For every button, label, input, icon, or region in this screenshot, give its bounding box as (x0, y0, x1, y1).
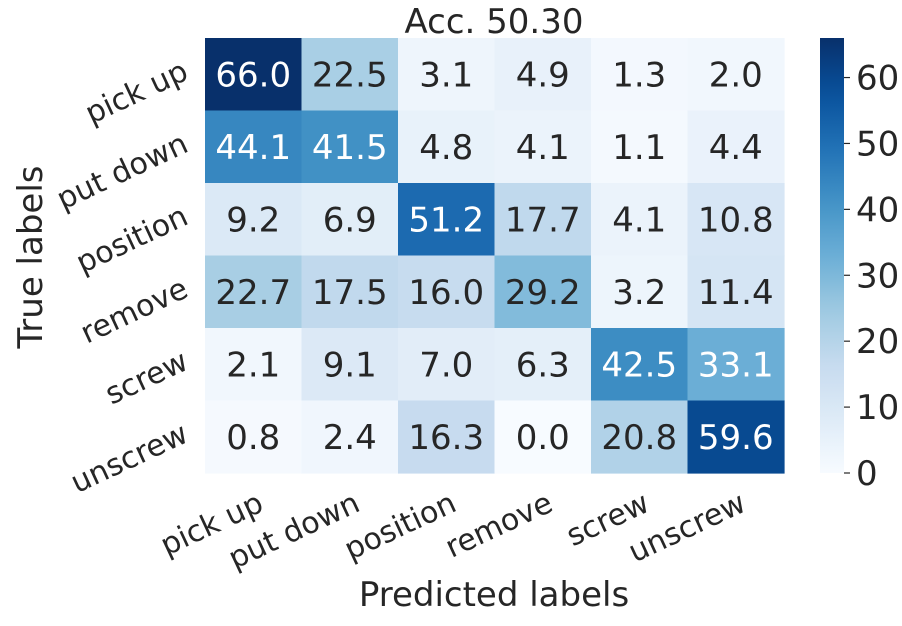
cell-value-label: 2.4 (323, 418, 377, 458)
heatmap-cell (205, 183, 303, 257)
heatmap-cell (398, 183, 496, 257)
heatmap-cell (301, 328, 399, 402)
heatmap-cell (301, 255, 399, 329)
cell-value-label: 6.3 (516, 345, 570, 385)
heatmap-cell (591, 328, 689, 402)
colorbar-tick-label: 10 (856, 388, 899, 428)
colorbar-tick-labels: 0 10 20 30 40 50 60 (844, 59, 899, 494)
cell-value-label: 66.0 (215, 55, 291, 95)
colorbar (820, 38, 844, 473)
heatmap-cell (301, 400, 399, 474)
cell-value-label: 51.2 (408, 200, 484, 240)
y-tick-label: remove (75, 271, 193, 351)
cell-value-label: 16.3 (408, 418, 484, 458)
cell-value-label: 29.2 (505, 273, 581, 313)
heatmap-cell (205, 255, 303, 329)
cell-value-label: 4.1 (516, 128, 570, 168)
cell-value-label: 0.0 (516, 418, 570, 458)
heatmap-cell (591, 38, 689, 112)
heatmap-cell (591, 110, 689, 184)
y-tick-label: unscrew (65, 416, 193, 500)
heatmap-cell-labels: 66.0 22.5 3.1 4.9 1.3 2.0 44.1 41.5 4.8 4.1 1.1 4.4… (215, 55, 773, 458)
heatmap-cell (494, 110, 592, 184)
x-tick-label: remove (440, 486, 558, 566)
heatmap-cell (398, 400, 496, 474)
colorbar-tick-label: 60 (856, 59, 899, 99)
cell-value-label: 41.5 (312, 128, 388, 168)
cell-value-label: 4.9 (516, 55, 570, 95)
heatmap-cell (494, 328, 592, 402)
cell-value-label: 6.9 (323, 200, 377, 240)
y-tick-label: position (71, 199, 193, 281)
heatmap-cells (205, 38, 785, 474)
cell-value-label: 3.1 (419, 55, 473, 95)
heatmap-cell (398, 38, 496, 112)
heatmap-cell (301, 38, 399, 112)
cell-value-label: 7.0 (419, 345, 473, 385)
cell-value-label: 9.1 (323, 345, 377, 385)
heatmap-cell (494, 255, 592, 329)
cell-value-label: 4.1 (612, 200, 666, 240)
heatmap-cell (301, 183, 399, 257)
heatmap-cell (205, 38, 303, 112)
heatmap-cell (591, 255, 689, 329)
cell-value-label: 2.1 (226, 345, 280, 385)
heatmap-cell (205, 328, 303, 402)
cell-value-label: 59.6 (698, 418, 774, 458)
colorbar-tick-label: 40 (856, 190, 899, 230)
chart-title: Acc. 50.30 (405, 2, 584, 42)
cell-value-label: 44.1 (215, 128, 291, 168)
colorbar-tick-label: 0 (856, 454, 878, 494)
heatmap-cell (687, 400, 785, 474)
cell-value-label: 16.0 (408, 273, 484, 313)
colorbar-tick-label: 50 (856, 124, 899, 164)
x-axis-label: Predicted labels (359, 575, 629, 615)
cell-value-label: 11.4 (698, 273, 774, 313)
heatmap-cell (494, 38, 592, 112)
heatmap-cell (205, 110, 303, 184)
heatmap-cell (494, 183, 592, 257)
heatmap-cell (687, 328, 785, 402)
cell-value-label: 1.1 (612, 128, 666, 168)
heatmap-cell (687, 110, 785, 184)
heatmap-cell (301, 110, 399, 184)
heatmap-cell (398, 328, 496, 402)
y-tick-label: screw (100, 344, 193, 412)
heatmap-cell (398, 110, 496, 184)
cell-value-label: 42.5 (601, 345, 677, 385)
y-axis-label: True labels (11, 166, 51, 350)
y-tick-label: pick up (80, 54, 193, 132)
cell-value-label: 33.1 (698, 345, 774, 385)
cell-value-label: 0.8 (226, 418, 280, 458)
cell-value-label: 17.5 (312, 273, 388, 313)
heatmap-cell (687, 183, 785, 257)
cell-value-label: 4.4 (709, 128, 763, 168)
heatmap-cell (205, 400, 303, 474)
cell-value-label: 22.7 (215, 273, 291, 313)
heatmap-cell (494, 400, 592, 474)
cell-value-label: 17.7 (505, 200, 581, 240)
cell-value-label: 22.5 (312, 55, 388, 95)
heatmap-cell (687, 255, 785, 329)
cell-value-label: 10.8 (698, 200, 774, 240)
heatmap-cell (591, 183, 689, 257)
cell-value-label: 2.0 (709, 55, 763, 95)
heatmap-cell (687, 38, 785, 112)
cell-value-label: 3.2 (612, 273, 666, 313)
heatmap-cell (591, 400, 689, 474)
x-tick-label: position (339, 486, 461, 568)
cell-value-label: 20.8 (601, 418, 677, 458)
colorbar-tick-label: 20 (856, 322, 899, 362)
colorbar-tick-label: 30 (856, 256, 899, 296)
cell-value-label: 4.8 (419, 128, 473, 168)
cell-value-label: 9.2 (226, 200, 280, 240)
cell-value-label: 1.3 (612, 55, 666, 95)
heatmap-cell (398, 255, 496, 329)
